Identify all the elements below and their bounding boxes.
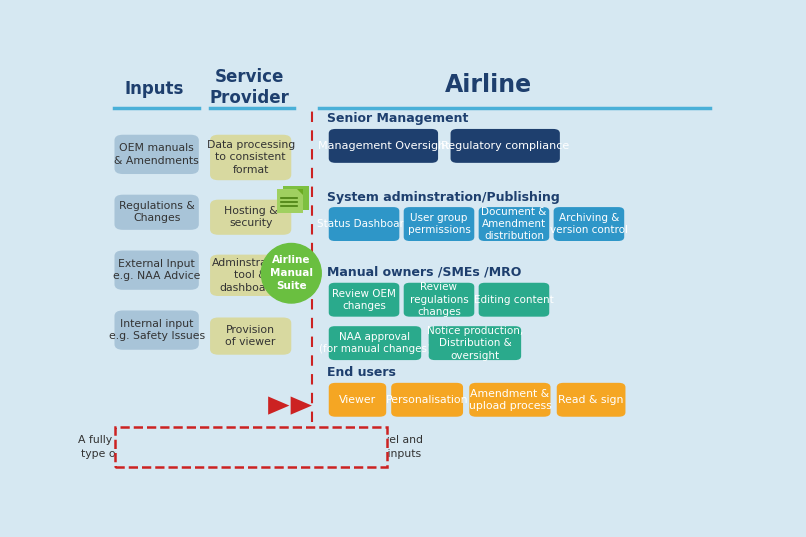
FancyBboxPatch shape bbox=[114, 310, 199, 350]
Text: Personalisation: Personalisation bbox=[386, 395, 468, 405]
Text: A fully defined approach will provide guidance on the level and
type of service : A fully defined approach will provide gu… bbox=[78, 435, 423, 459]
Text: NAA approval
(for manual changes): NAA approval (for manual changes) bbox=[319, 332, 431, 354]
FancyBboxPatch shape bbox=[469, 383, 550, 417]
FancyBboxPatch shape bbox=[479, 207, 549, 241]
Polygon shape bbox=[297, 190, 303, 195]
Text: Management Oversight: Management Oversight bbox=[318, 141, 449, 151]
Text: Adminstration
tool &
dashboards: Adminstration tool & dashboards bbox=[212, 258, 289, 293]
Text: Notice production,
Distribution &
oversight: Notice production, Distribution & oversi… bbox=[427, 326, 523, 360]
FancyBboxPatch shape bbox=[451, 129, 560, 163]
FancyBboxPatch shape bbox=[557, 383, 625, 417]
FancyBboxPatch shape bbox=[391, 383, 463, 417]
Text: Provision
of viewer: Provision of viewer bbox=[226, 325, 276, 347]
Text: Read & sign: Read & sign bbox=[559, 395, 624, 405]
FancyBboxPatch shape bbox=[429, 326, 521, 360]
FancyBboxPatch shape bbox=[329, 129, 438, 163]
FancyBboxPatch shape bbox=[210, 317, 291, 355]
FancyBboxPatch shape bbox=[114, 195, 199, 230]
Text: Review OEM
changes: Review OEM changes bbox=[332, 288, 396, 311]
Text: Regulatory compliance: Regulatory compliance bbox=[441, 141, 569, 151]
FancyBboxPatch shape bbox=[210, 200, 291, 235]
FancyBboxPatch shape bbox=[329, 326, 422, 360]
Text: Document &
Amendment
distribution: Document & Amendment distribution bbox=[481, 207, 546, 242]
FancyBboxPatch shape bbox=[210, 255, 291, 296]
Text: Archiving &
version control: Archiving & version control bbox=[550, 213, 628, 235]
FancyBboxPatch shape bbox=[210, 135, 291, 180]
FancyBboxPatch shape bbox=[329, 383, 386, 417]
Text: Regulations &
Changes: Regulations & Changes bbox=[118, 201, 194, 223]
Text: Internal input
e.g. Safety Issues: Internal input e.g. Safety Issues bbox=[109, 319, 205, 342]
Text: User group
permissions: User group permissions bbox=[408, 213, 471, 235]
Text: Hosting &
security: Hosting & security bbox=[224, 206, 277, 228]
FancyBboxPatch shape bbox=[479, 283, 549, 317]
Text: End users: End users bbox=[327, 366, 396, 379]
FancyBboxPatch shape bbox=[114, 135, 199, 174]
FancyBboxPatch shape bbox=[114, 250, 199, 290]
Polygon shape bbox=[291, 396, 312, 415]
FancyBboxPatch shape bbox=[277, 190, 303, 213]
Text: System adminstration/Publishing: System adminstration/Publishing bbox=[327, 191, 559, 204]
Text: Review
regulations
changes: Review regulations changes bbox=[409, 282, 468, 317]
Text: Service
Provider: Service Provider bbox=[210, 68, 289, 106]
Text: Senior Management: Senior Management bbox=[327, 112, 468, 125]
Text: Data processing
to consistent
format: Data processing to consistent format bbox=[206, 140, 295, 175]
Text: Editing content: Editing content bbox=[474, 295, 554, 304]
FancyBboxPatch shape bbox=[283, 186, 310, 210]
Polygon shape bbox=[268, 396, 289, 415]
Ellipse shape bbox=[261, 243, 322, 303]
Text: Status Dashboard: Status Dashboard bbox=[318, 219, 411, 229]
FancyBboxPatch shape bbox=[329, 283, 399, 317]
FancyBboxPatch shape bbox=[115, 427, 387, 467]
Text: Airline: Airline bbox=[444, 73, 532, 97]
FancyBboxPatch shape bbox=[404, 207, 474, 241]
Text: Manual owners /SMEs /MRO: Manual owners /SMEs /MRO bbox=[327, 266, 521, 279]
FancyBboxPatch shape bbox=[554, 207, 624, 241]
Text: Amendment &
upload process: Amendment & upload process bbox=[468, 389, 551, 411]
Text: Inputs: Inputs bbox=[124, 80, 184, 98]
Text: OEM manuals
& Amendments: OEM manuals & Amendments bbox=[114, 143, 199, 165]
Text: External Input
e.g. NAA Advice: External Input e.g. NAA Advice bbox=[113, 259, 201, 281]
FancyBboxPatch shape bbox=[329, 207, 399, 241]
Text: Airline
Manual
Suite: Airline Manual Suite bbox=[270, 255, 313, 292]
Text: Viewer: Viewer bbox=[339, 395, 376, 405]
FancyBboxPatch shape bbox=[404, 283, 474, 317]
